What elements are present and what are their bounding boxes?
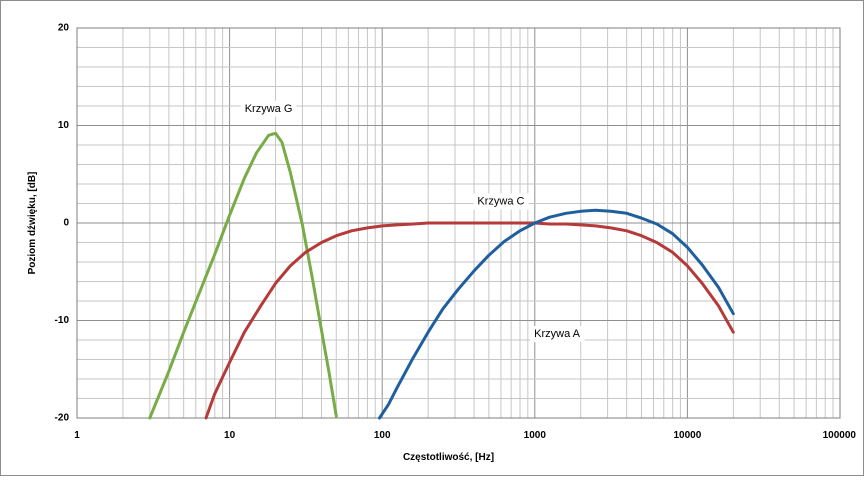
x-tick-label: 100	[374, 430, 391, 441]
x-tick-labels: 1 10 100 1000 10000 100000	[74, 430, 856, 441]
grid	[76, 27, 840, 419]
series-layer	[148, 131, 735, 420]
curve-label: Krzywa A	[534, 328, 581, 340]
curve-label-background	[473, 193, 529, 210]
curve-label-background	[240, 100, 297, 117]
y-tick-label: -20	[55, 413, 70, 424]
x-tick-label: 10	[224, 430, 236, 441]
x-tick-label: 1	[74, 430, 80, 441]
x-tick-label: 100000	[823, 430, 857, 441]
series-line-krzywa-c	[204, 221, 735, 420]
x-tick-label: 1000	[524, 430, 547, 441]
annotation-layer: Krzywa G Krzywa C Krzywa A	[240, 100, 585, 343]
y-tick-label: 10	[58, 120, 70, 131]
y-tick-label: -10	[55, 315, 70, 326]
curve-label: Krzywa G	[245, 103, 293, 115]
y-axis-title: Poziom dźwięku, [dB]	[27, 172, 38, 275]
x-tick-label: 10000	[673, 430, 701, 441]
y-tick-labels: 20 10 0 -10 -20	[55, 23, 70, 424]
series-line-krzywa-g	[148, 131, 338, 420]
x-axis-title: Częstotliwość, [Hz]	[403, 452, 494, 463]
plot-area-border	[76, 27, 841, 419]
y-tick-label: 20	[58, 23, 70, 34]
series-line-krzywa-a	[378, 208, 735, 420]
curve-label: Krzywa C	[477, 195, 524, 207]
curve-label-background	[530, 326, 585, 343]
y-tick-label: 0	[63, 218, 69, 229]
